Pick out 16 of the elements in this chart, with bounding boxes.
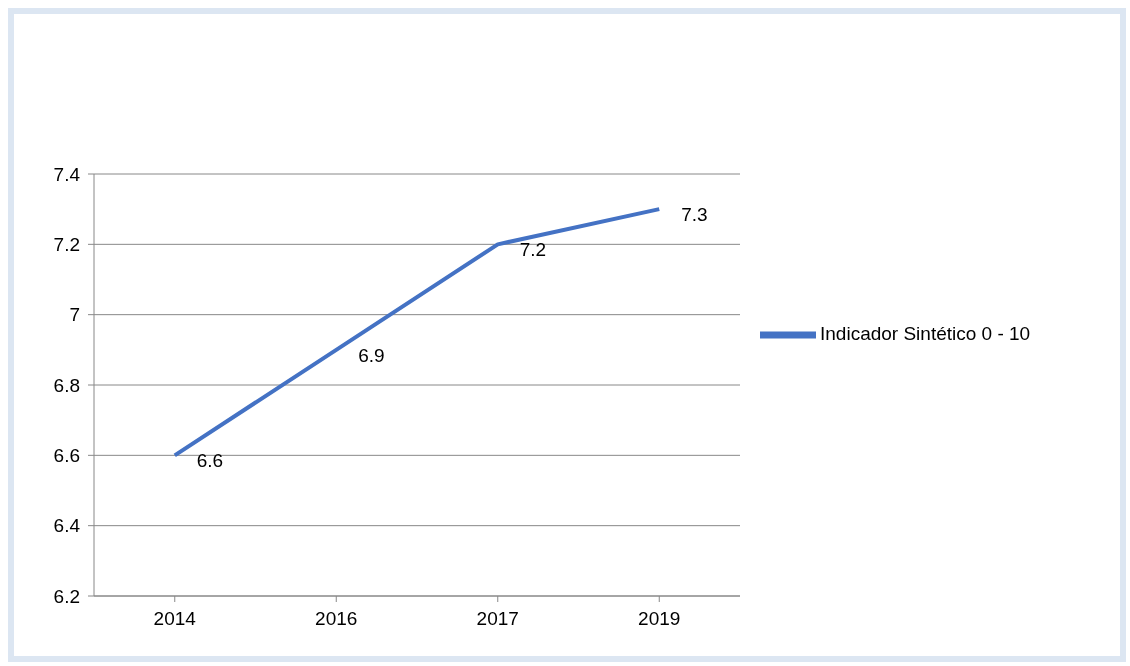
y-tick-label: 7 [69,304,80,326]
data-label: 7.3 [681,204,708,226]
data-label: 6.6 [196,450,224,472]
y-tick-label: 7.2 [53,234,80,256]
data-label: 6.9 [358,344,385,366]
x-tick-label: 2014 [153,608,197,630]
x-tick-label: 2019 [638,608,681,630]
y-tick-label: 6.8 [53,374,80,396]
legend-label: Indicador Sintético 0 - 10 [820,323,1031,345]
data-label: 7.2 [519,239,547,261]
y-tick-label: 7.4 [53,163,81,185]
y-tick-label: 6.2 [53,585,80,607]
y-tick-label: 6.4 [53,515,81,537]
x-tick-label: 2017 [476,608,519,630]
x-tick-label: 2016 [315,608,358,630]
y-tick-label: 6.6 [53,445,80,467]
